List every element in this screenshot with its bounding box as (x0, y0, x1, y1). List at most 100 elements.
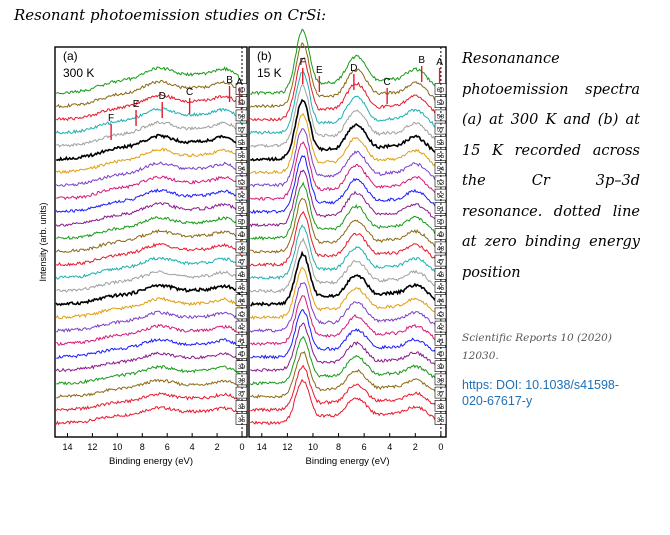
x-tick-label-a-10: 10 (112, 442, 122, 452)
photon-energy-label-b-40: 40 (437, 351, 445, 358)
rpes-figure: 3536373839404142434445464748495051525354… (38, 28, 447, 467)
caption-text: Resonanance photoemission spectra (a) at… (462, 51, 640, 281)
photon-energy-box-a-46 (235, 267, 248, 280)
photon-energy-label-a-40: 40 (238, 351, 246, 358)
spectrum-a-41 (56, 323, 247, 346)
photon-energy-label-b-57: 57 (437, 127, 445, 134)
spectrum-a-45 (56, 270, 247, 293)
spectrum-a-46 (55, 256, 246, 280)
x-tick-label-b-10: 10 (308, 442, 318, 452)
photon-energy-box-a-48 (235, 241, 248, 254)
photon-energy-label-b-44: 44 (437, 298, 445, 305)
spectrum-a-49 (56, 215, 246, 240)
feature-label-b-c: C (384, 77, 391, 88)
spectrum-b-42 (249, 282, 446, 333)
photon-energy-label-a-50: 50 (238, 219, 246, 226)
x-tick-label-a-2: 2 (215, 442, 220, 452)
spectrum-a-58 (56, 93, 247, 122)
photon-energy-label-a-47: 47 (238, 259, 246, 266)
photon-energy-box-a-59 (235, 96, 248, 108)
photon-energy-label-b-41: 41 (437, 338, 445, 345)
spectrum-b-57 (249, 70, 446, 135)
feature-label-a-d: D (159, 91, 166, 102)
spectrum-b-52 (250, 141, 446, 201)
spectrum-b-43 (249, 266, 446, 321)
temperature-label-a: 300 K (63, 66, 94, 80)
photon-energy-label-b-43: 43 (437, 311, 445, 318)
spectrum-a-54 (55, 147, 247, 174)
photon-energy-label-a-51: 51 (238, 206, 246, 213)
photon-energy-box-a-51 (235, 202, 248, 214)
photon-energy-box-a-42 (235, 320, 248, 333)
spectrum-a-44 (55, 283, 247, 307)
photon-energy-box-a-55 (235, 149, 248, 161)
spectrum-a-40 (56, 338, 247, 359)
photon-energy-box-a-41 (235, 333, 248, 346)
feature-label-a-f: F (108, 113, 114, 124)
x-tick-label-b-8: 8 (336, 442, 341, 452)
spectrum-b-49 (250, 181, 446, 241)
photon-energy-box-a-36 (235, 399, 248, 412)
feature-label-a-e: E (133, 99, 140, 110)
x-tick-label-b-6: 6 (362, 442, 367, 452)
x-tick-label-a-12: 12 (87, 442, 97, 452)
spectrum-a-38 (56, 364, 247, 386)
photon-energy-label-a-43: 43 (238, 311, 246, 318)
x-tick-label-a-6: 6 (165, 442, 170, 452)
photon-energy-label-b-51: 51 (437, 206, 445, 213)
feature-label-a-a: A (236, 77, 243, 88)
photon-energy-box-a-53 (235, 175, 248, 188)
temperature-label-b: 15 K (257, 66, 282, 80)
spectrum-b-40 (250, 309, 445, 360)
photon-energy-box-a-35 (235, 413, 248, 425)
photon-energy-label-b-54: 54 (437, 166, 445, 173)
spectrum-a-57 (55, 107, 247, 135)
x-tick-label-b-12: 12 (282, 442, 292, 452)
spectrum-a-48 (55, 229, 247, 253)
spectrum-a-60 (55, 66, 247, 95)
spectrum-b-58 (250, 57, 445, 122)
spectrum-b-38 (249, 335, 446, 386)
spectrum-b-54 (250, 113, 446, 175)
spectrum-b-39 (250, 322, 446, 373)
feature-label-b-f: F (300, 57, 306, 68)
spectrum-a-52 (56, 175, 247, 201)
feature-label-b-a: A (436, 57, 443, 68)
spectrum-a-53 (55, 161, 247, 187)
spectrum-a-36 (55, 392, 247, 412)
photon-energy-box-a-40 (235, 347, 248, 359)
citation: Scientific Reports 10 (2020) 12030. (462, 332, 612, 362)
figure-caption: Resonanance photoemission spectra (a) at… (462, 44, 640, 288)
x-tick-label-a-0: 0 (240, 442, 245, 452)
photon-energy-label-a-54: 54 (238, 166, 246, 173)
x-axis-label-b: Binding energy (eV) (306, 456, 390, 467)
photon-energy-label-b-60: 60 (437, 87, 445, 94)
photon-energy-box-a-37 (235, 386, 248, 399)
photon-energy-box-a-54 (235, 162, 248, 174)
x-tick-label-b-2: 2 (413, 442, 418, 452)
spectrum-b-60 (250, 28, 446, 96)
feature-label-b-d: D (350, 63, 357, 74)
spectrum-b-47 (249, 210, 446, 267)
spectrum-a-39 (55, 351, 247, 373)
spectrum-b-51 (249, 154, 445, 215)
x-tick-label-b-14: 14 (257, 442, 267, 452)
spectrum-a-59 (56, 79, 247, 109)
spectrum-b-35 (250, 378, 446, 425)
photon-energy-label-a-44: 44 (238, 298, 246, 305)
spectrum-a-37 (56, 378, 247, 399)
x-tick-label-b-4: 4 (387, 442, 392, 452)
photon-energy-label-a-57: 57 (238, 127, 246, 134)
spectrum-b-45 (249, 237, 446, 294)
doi-link[interactable]: https: DOI: 10.1038/s41598-020-67617-y (462, 378, 620, 408)
photon-energy-label-b-37: 37 (437, 391, 445, 398)
spectrum-a-43 (55, 296, 247, 320)
spectrum-b-55 (250, 98, 446, 162)
photon-energy-box-a-60 (235, 83, 248, 95)
spectrum-b-44 (250, 250, 445, 307)
feature-label-b-b: B (418, 55, 425, 66)
photon-energy-box-a-49 (235, 228, 248, 240)
spectrum-b-53 (249, 128, 446, 188)
x-tick-label-b-0: 0 (438, 442, 443, 452)
photon-energy-label-a-41: 41 (238, 338, 246, 345)
